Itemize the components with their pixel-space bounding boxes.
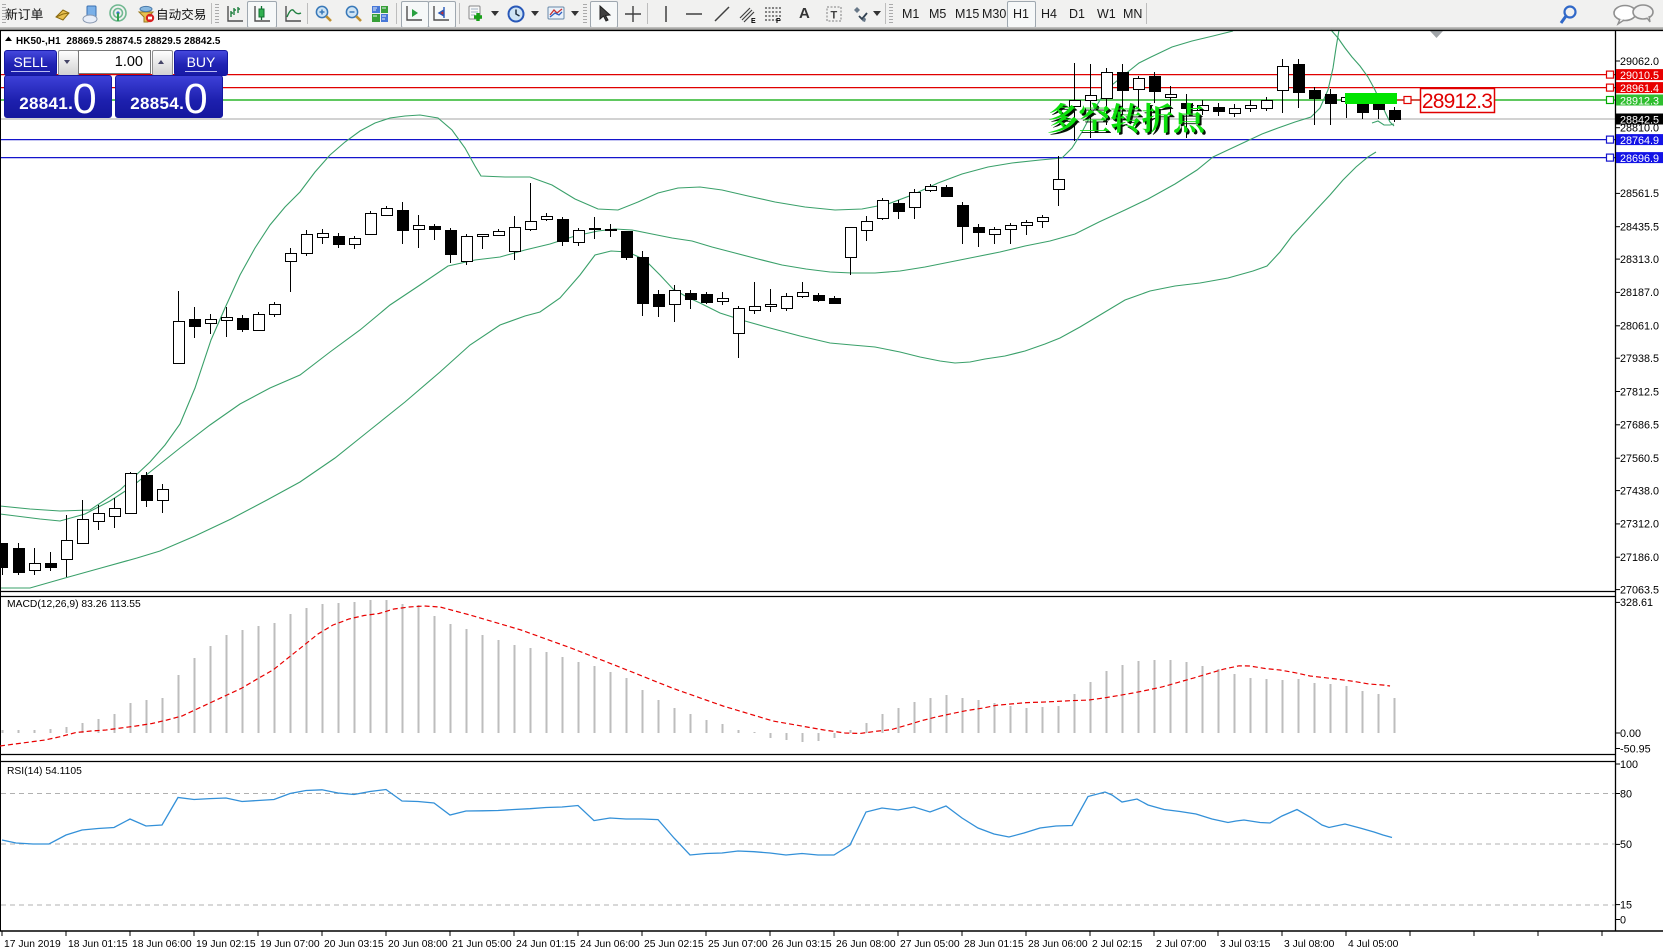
svg-text:28187.0: 28187.0 xyxy=(1620,287,1659,299)
svg-text:100: 100 xyxy=(1620,759,1638,771)
svg-text:25 Jun 02:15: 25 Jun 02:15 xyxy=(644,939,704,950)
svg-text:0.00: 0.00 xyxy=(1620,728,1641,740)
svg-text:19 Jun 02:15: 19 Jun 02:15 xyxy=(196,939,256,950)
svg-text:F: F xyxy=(776,18,781,24)
svg-text:50: 50 xyxy=(1620,839,1632,851)
svg-text:27063.5: 27063.5 xyxy=(1620,584,1659,596)
svg-text:15: 15 xyxy=(1620,899,1632,911)
svg-text:20 Jun 03:15: 20 Jun 03:15 xyxy=(324,939,384,950)
svg-text:28912.3: 28912.3 xyxy=(1422,90,1492,113)
svg-text:HK50-,H1 28869.5 28874.5 2882: HK50-,H1 28869.5 28874.5 28829.5 28842.5 xyxy=(16,36,221,47)
svg-text:27438.0: 27438.0 xyxy=(1620,485,1659,497)
svg-text:2 Jul 02:15: 2 Jul 02:15 xyxy=(1092,939,1143,950)
svg-text:RSI(14) 54.1105: RSI(14) 54.1105 xyxy=(7,766,82,777)
svg-text:3 Jul 08:00: 3 Jul 08:00 xyxy=(1284,939,1335,950)
svg-text:26 Jun 08:00: 26 Jun 08:00 xyxy=(836,939,896,950)
svg-text:18 Jun 01:15: 18 Jun 01:15 xyxy=(68,939,128,950)
svg-text:28764.9: 28764.9 xyxy=(1620,135,1659,147)
svg-text:25 Jun 07:00: 25 Jun 07:00 xyxy=(708,939,768,950)
svg-text:27938.5: 27938.5 xyxy=(1620,353,1659,365)
svg-text:28061.0: 28061.0 xyxy=(1620,321,1659,333)
svg-text:4 Jul 05:00: 4 Jul 05:00 xyxy=(1348,939,1399,950)
svg-text:28961.4: 28961.4 xyxy=(1620,83,1659,95)
svg-text:19 Jun 07:00: 19 Jun 07:00 xyxy=(260,939,320,950)
svg-text:24 Jun 06:00: 24 Jun 06:00 xyxy=(580,939,640,950)
svg-text:27812.5: 27812.5 xyxy=(1620,386,1659,398)
svg-text:28313.0: 28313.0 xyxy=(1620,254,1659,266)
svg-text:-50.95: -50.95 xyxy=(1620,743,1651,755)
svg-text:26 Jun 03:15: 26 Jun 03:15 xyxy=(772,939,832,950)
svg-text:27186.0: 27186.0 xyxy=(1620,552,1659,564)
svg-text:28696.9: 28696.9 xyxy=(1620,153,1659,165)
svg-text:MACD(12,26,9) 83.26 113.55: MACD(12,26,9) 83.26 113.55 xyxy=(7,599,141,610)
svg-text:27560.5: 27560.5 xyxy=(1620,453,1659,465)
svg-text:E: E xyxy=(751,18,756,24)
svg-text:24 Jun 01:15: 24 Jun 01:15 xyxy=(516,939,576,950)
svg-text:28561.5: 28561.5 xyxy=(1620,188,1659,200)
svg-text:28842.5: 28842.5 xyxy=(1620,114,1659,126)
svg-text:28912.3: 28912.3 xyxy=(1620,95,1659,107)
svg-text:21 Jun 05:00: 21 Jun 05:00 xyxy=(452,939,512,950)
svg-text:T: T xyxy=(831,10,838,22)
svg-text:27312.0: 27312.0 xyxy=(1620,519,1659,531)
svg-text:29062.0: 29062.0 xyxy=(1620,56,1659,68)
svg-text:328.61: 328.61 xyxy=(1620,597,1653,609)
svg-text:18 Jun 06:00: 18 Jun 06:00 xyxy=(132,939,192,950)
svg-text:0: 0 xyxy=(1620,914,1626,926)
svg-text:20 Jun 08:00: 20 Jun 08:00 xyxy=(388,939,448,950)
svg-text:27686.5: 27686.5 xyxy=(1620,420,1659,432)
svg-text:28 Jun 01:15: 28 Jun 01:15 xyxy=(964,939,1024,950)
svg-text:2 Jul 07:00: 2 Jul 07:00 xyxy=(1156,939,1207,950)
svg-text:3 Jul 03:15: 3 Jul 03:15 xyxy=(1220,939,1271,950)
svg-text:27 Jun 05:00: 27 Jun 05:00 xyxy=(900,939,960,950)
svg-text:17 Jun 2019: 17 Jun 2019 xyxy=(4,939,61,950)
svg-text:28435.5: 28435.5 xyxy=(1620,222,1659,234)
svg-text:28810.0: 28810.0 xyxy=(1620,123,1659,135)
svg-text:80: 80 xyxy=(1620,788,1632,800)
svg-text:28 Jun 06:00: 28 Jun 06:00 xyxy=(1028,939,1088,950)
svg-text:29010.5: 29010.5 xyxy=(1620,70,1659,82)
